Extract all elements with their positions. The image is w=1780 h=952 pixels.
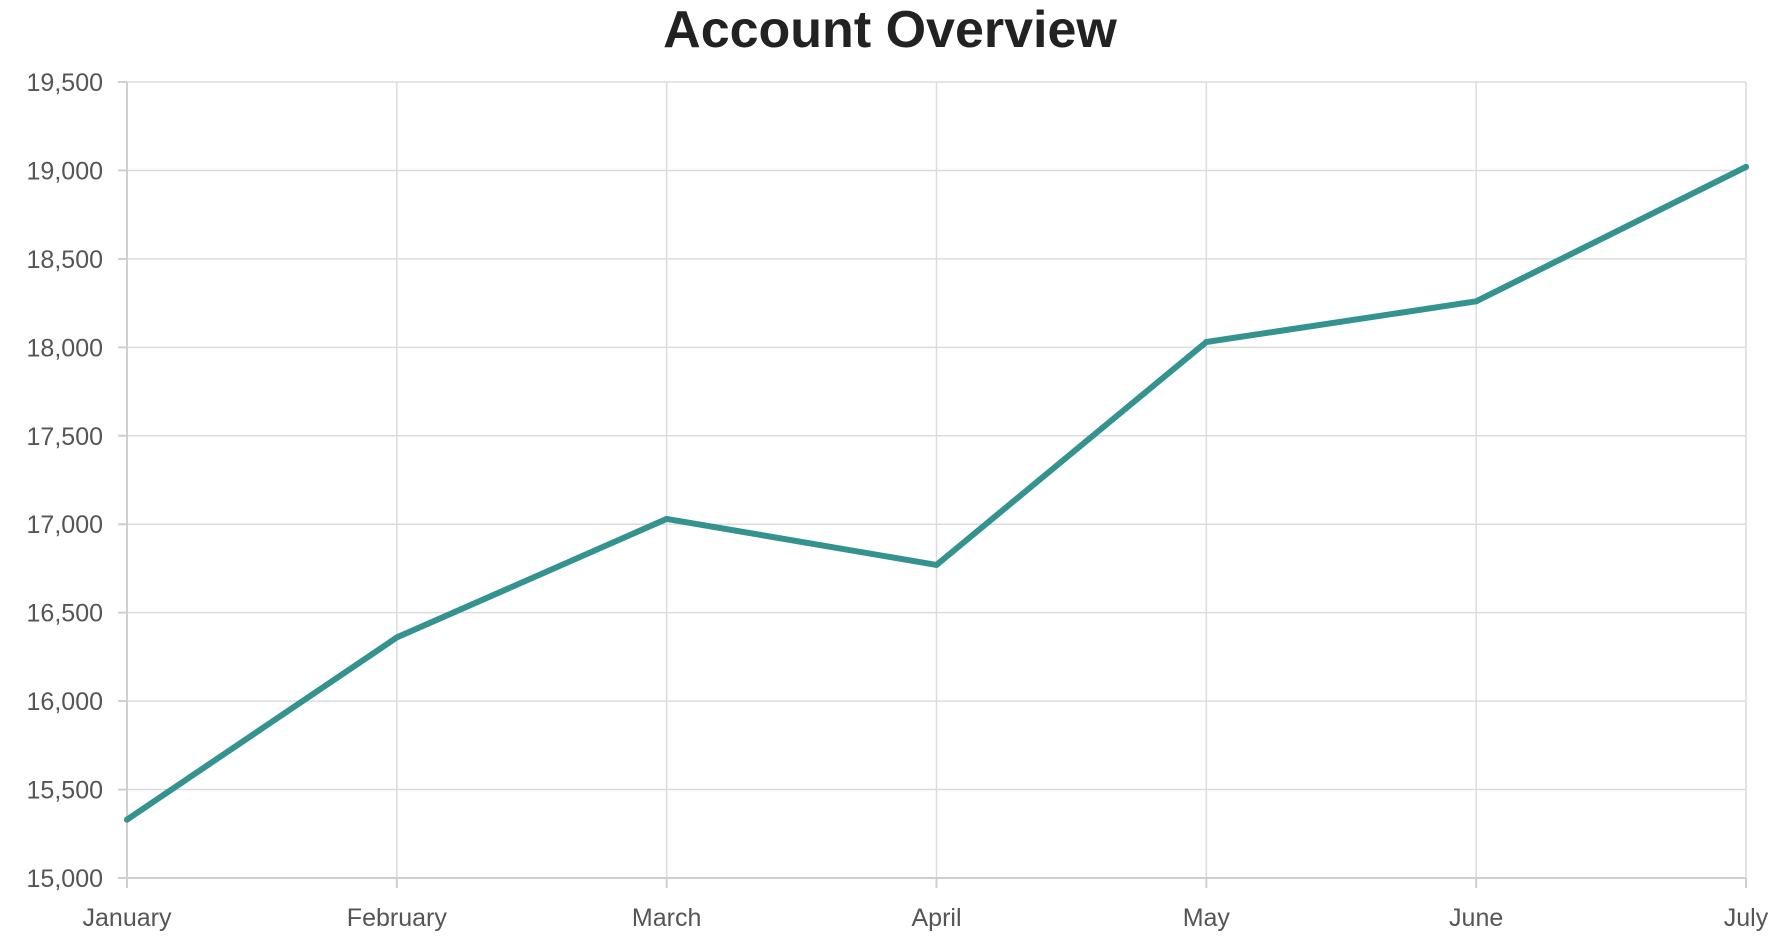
x-tick-label: January	[83, 904, 172, 932]
chart-title: Account Overview	[663, 1, 1117, 59]
y-tick-label: 19,000	[27, 157, 103, 185]
x-tick-label: March	[632, 904, 701, 932]
x-axis-tick-labels: January February March April May June July	[83, 904, 1769, 932]
axes	[118, 81, 1747, 888]
x-tick-label: June	[1449, 904, 1503, 932]
y-tick-label: 19,500	[27, 69, 103, 97]
y-tick-label: 18,500	[27, 246, 103, 274]
data-point	[1203, 339, 1210, 346]
y-tick-label: 17,500	[27, 423, 103, 451]
data-point	[1743, 163, 1749, 170]
x-tick-label: July	[1724, 904, 1769, 932]
y-tick-label: 15,500	[27, 777, 103, 805]
y-tick-label: 16,000	[27, 688, 103, 716]
data-point	[124, 816, 130, 823]
y-tick-label: 16,500	[27, 600, 103, 628]
x-tick-label: April	[911, 904, 961, 932]
y-tick-label: 15,000	[27, 865, 103, 893]
series	[124, 163, 1749, 823]
y-tick-label: 18,000	[27, 334, 103, 362]
x-tick-label: May	[1183, 904, 1231, 932]
y-tick-label: 17,000	[27, 511, 103, 539]
data-point	[393, 634, 400, 641]
data-point	[663, 515, 670, 522]
grid-lines	[127, 81, 1747, 878]
data-point	[933, 561, 940, 568]
x-tick-label: February	[347, 904, 448, 932]
data-point	[1473, 298, 1480, 305]
y-axis-tick-labels: 15,000 15,500 16,000 16,500 17,000 17,500 18,0…	[27, 69, 103, 893]
